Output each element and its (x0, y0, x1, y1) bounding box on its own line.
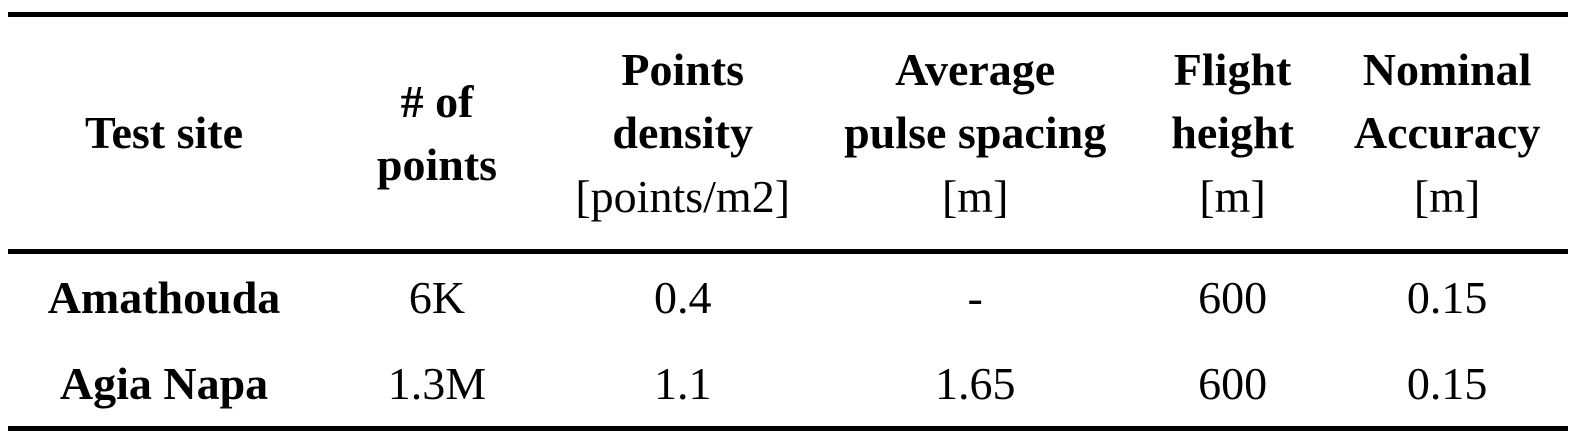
header-row: Test site # of points Points density [po… (8, 14, 1568, 254)
table-row-amathouda: Amathouda 6K 0.4 - 600 0.15 (8, 252, 1568, 341)
column-header-unit: [points/m2] (575, 170, 791, 222)
column-header-nominal-accuracy: Nominal Accuracy [m] (1326, 14, 1568, 254)
column-header-test-site: Test site (8, 14, 320, 254)
cell-pulse-spacing: - (967, 271, 983, 323)
column-header-label: Flight height (1171, 43, 1294, 159)
column-header-num-points: # of points (320, 14, 554, 254)
column-header-unit: [m] (941, 170, 1009, 222)
column-header-unit: [m] (1413, 170, 1481, 222)
column-header-label: Nominal Accuracy (1353, 43, 1541, 159)
cell-nominal-accuracy: 0.15 (1406, 271, 1488, 323)
cell-site: Agia Napa (59, 357, 269, 409)
column-header-label: Points density (612, 43, 753, 159)
cell-num-points: 1.3M (387, 357, 487, 409)
cell-pulse-spacing: 1.65 (934, 357, 1016, 409)
test-sites-table: Test site # of points Points density [po… (8, 12, 1568, 431)
column-header-points-density: Points density [points/m2] (554, 14, 812, 254)
cell-flight-height: 600 (1198, 357, 1268, 409)
column-header-label: Test site (84, 107, 243, 159)
column-header-unit: [m] (1199, 170, 1266, 222)
cell-nominal-accuracy: 0.15 (1406, 357, 1488, 409)
column-header-flight-height: Flight height [m] (1138, 14, 1327, 254)
cell-num-points: 6K (408, 271, 466, 323)
column-header-label: # of points (376, 75, 498, 190)
cell-points-density: 0.4 (653, 271, 712, 323)
cell-flight-height: 600 (1198, 271, 1268, 323)
column-header-pulse-spacing: Average pulse spacing [m] (811, 14, 1139, 254)
cell-points-density: 1.1 (653, 357, 712, 409)
cell-site: Amathouda (47, 271, 281, 323)
column-header-label: Average pulse spacing (844, 43, 1107, 159)
table-row-agia-napa: Agia Napa 1.3M 1.1 1.65 600 0.15 (8, 340, 1568, 429)
